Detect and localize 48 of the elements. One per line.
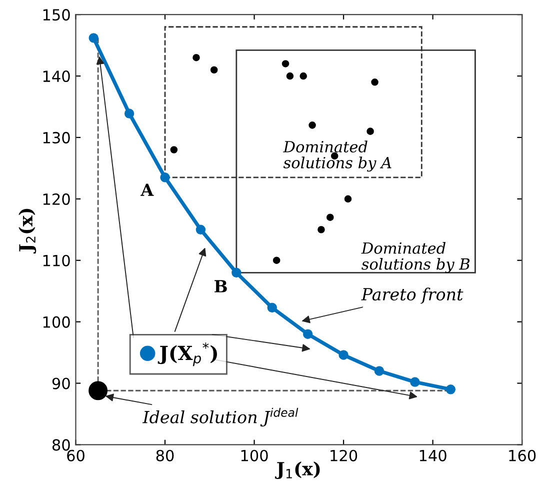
y-tick-label: 140 bbox=[43, 70, 70, 82]
point bbox=[88, 381, 108, 400]
x-tick-label: 140 bbox=[420, 450, 446, 462]
point bbox=[192, 54, 200, 62]
annotation: B bbox=[214, 280, 227, 292]
point bbox=[88, 33, 98, 43]
x-tick-label: 80 bbox=[156, 450, 174, 462]
y-axis-title: J$_{2}$(x) bbox=[18, 208, 36, 254]
point bbox=[272, 256, 280, 264]
point bbox=[344, 195, 352, 203]
point bbox=[300, 72, 308, 80]
point bbox=[446, 384, 456, 394]
x-tick-label: 120 bbox=[330, 450, 358, 462]
y-tick-label: 130 bbox=[43, 132, 70, 144]
point bbox=[124, 108, 134, 118]
y-tick-label: 90 bbox=[52, 378, 70, 390]
y-tick-label: 150 bbox=[43, 9, 70, 21]
point bbox=[371, 78, 378, 86]
point bbox=[170, 146, 178, 154]
y-tick-label: 110 bbox=[43, 254, 70, 266]
point bbox=[410, 377, 420, 387]
annotation: Pareto front bbox=[361, 288, 464, 304]
point bbox=[210, 66, 218, 74]
point bbox=[374, 366, 384, 376]
point bbox=[282, 60, 290, 68]
annotation: A bbox=[140, 184, 154, 196]
point bbox=[338, 350, 348, 360]
x-tick-label: 60 bbox=[67, 450, 84, 462]
x-tick-label: 160 bbox=[509, 450, 536, 462]
point bbox=[308, 122, 316, 129]
y-tick-label: 100 bbox=[43, 316, 70, 328]
y-tick-label: 80 bbox=[52, 439, 70, 451]
point bbox=[196, 224, 206, 234]
point bbox=[326, 214, 334, 221]
point bbox=[366, 128, 374, 135]
point bbox=[232, 268, 242, 278]
x-tick-label: 100 bbox=[241, 450, 268, 462]
legend-label: J(X$_{p}$$^{*}$) bbox=[158, 342, 217, 366]
annotation: Ideal solution J$^{ideal}$ bbox=[142, 408, 298, 427]
point bbox=[267, 302, 277, 313]
point bbox=[286, 72, 294, 80]
x-axis-title: J$_{1}$(x) bbox=[275, 462, 320, 480]
annotation: Dominated solutions by B bbox=[361, 242, 470, 273]
point bbox=[302, 329, 313, 339]
point bbox=[318, 226, 325, 234]
y-tick-label: 120 bbox=[43, 193, 70, 205]
point bbox=[160, 172, 170, 182]
annotation: Dominated solutions by A bbox=[283, 140, 392, 172]
